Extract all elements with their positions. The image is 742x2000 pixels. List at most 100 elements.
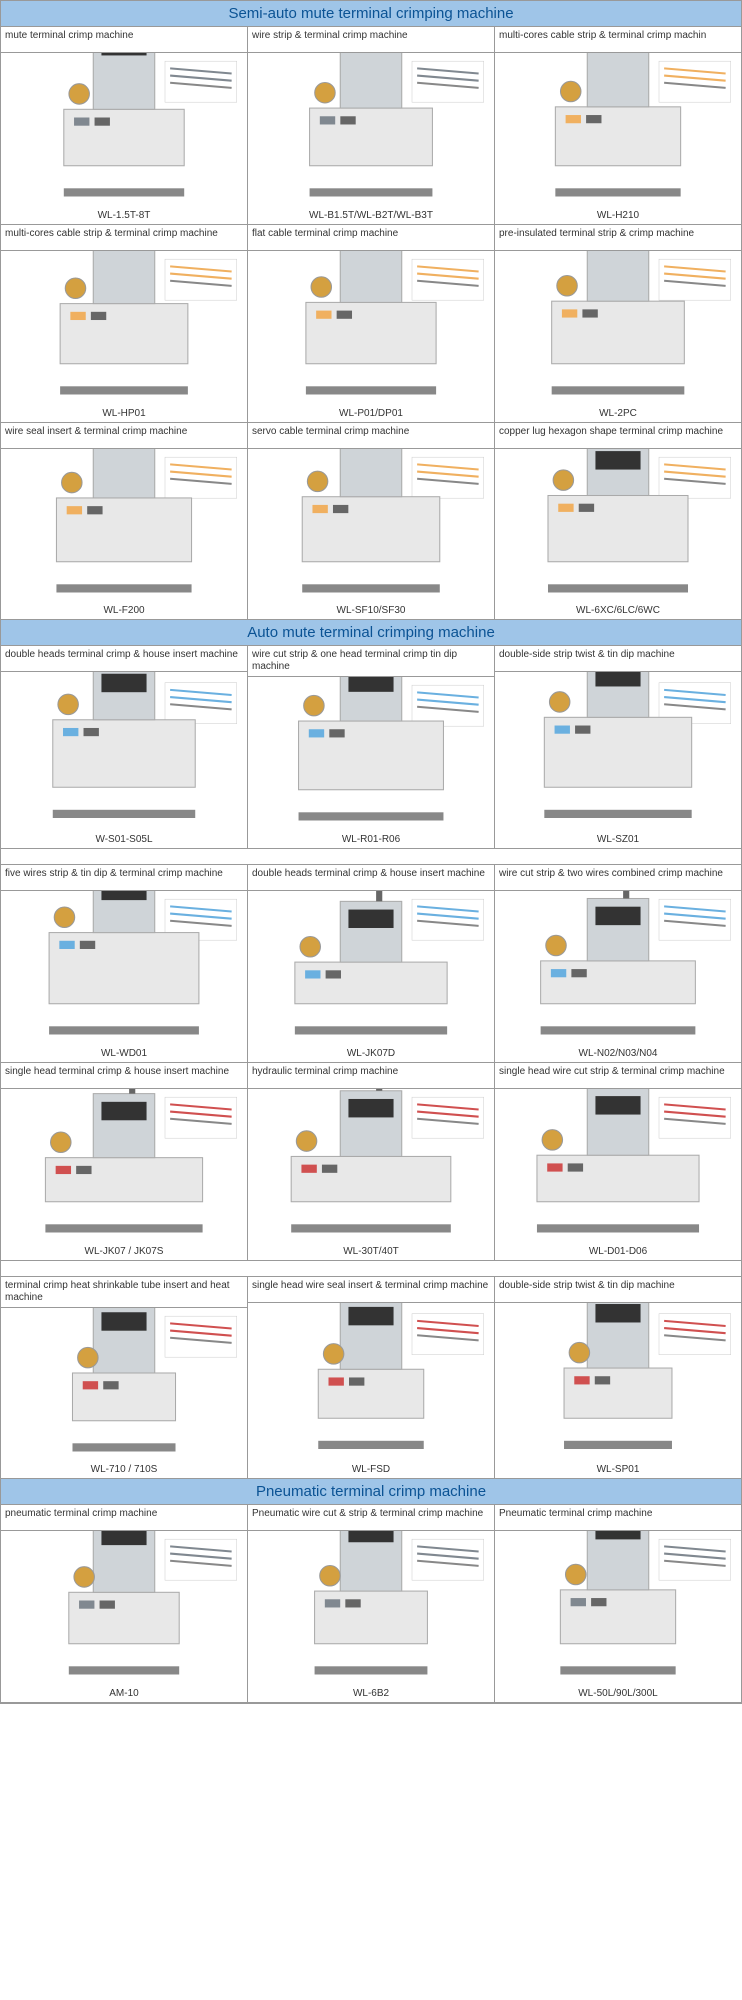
product-cell[interactable]: single head wire cut strip & terminal cr…	[495, 1063, 741, 1261]
product-image-wrap	[1, 1089, 247, 1243]
product-image	[1, 1089, 247, 1243]
product-image	[248, 1303, 494, 1462]
product-cell[interactable]: single head terminal crimp & house inser…	[1, 1063, 248, 1261]
product-title: double-side strip twist & tin dip machin…	[495, 646, 741, 672]
product-model: WL-6B2	[248, 1685, 494, 1702]
product-title: hydraulic terminal crimp machine	[248, 1063, 494, 1089]
product-row: mute terminal crimp machine WL-1.5T-8T w…	[1, 27, 741, 225]
product-model: WL-WD01	[1, 1045, 247, 1062]
product-row: five wires strip & tin dip & terminal cr…	[1, 865, 741, 1063]
product-cell[interactable]: multi-cores cable strip & terminal crimp…	[495, 27, 741, 225]
product-image-wrap	[248, 53, 494, 207]
product-image	[1, 1308, 247, 1462]
product-image-wrap	[1, 53, 247, 207]
product-title: multi-cores cable strip & terminal crimp…	[495, 27, 741, 53]
product-catalog: Semi-auto mute terminal crimping machine…	[0, 0, 742, 1704]
product-cell[interactable]: servo cable terminal crimp machine WL-SF…	[248, 423, 495, 621]
product-title: wire seal insert & terminal crimp machin…	[1, 423, 247, 449]
product-image	[1, 672, 247, 831]
section-gap	[1, 1261, 741, 1277]
product-image	[1, 53, 247, 207]
product-cell[interactable]: double heads terminal crimp & house inse…	[248, 865, 495, 1063]
product-row: pneumatic terminal crimp machine AM-10 P…	[1, 1505, 741, 1703]
product-image-wrap	[248, 677, 494, 831]
section-header: Pneumatic terminal crimp machine	[1, 1479, 741, 1505]
product-cell[interactable]: single head wire seal insert & terminal …	[248, 1277, 495, 1480]
product-title: servo cable terminal crimp machine	[248, 423, 494, 449]
product-model: WL-30T/40T	[248, 1243, 494, 1260]
product-image-wrap	[248, 891, 494, 1045]
product-image	[495, 1303, 741, 1462]
product-cell[interactable]: flat cable terminal crimp machine WL-P01…	[248, 225, 495, 423]
product-image	[495, 1089, 741, 1243]
product-cell[interactable]: double heads terminal crimp & house inse…	[1, 646, 248, 849]
product-image	[248, 449, 494, 603]
product-image-wrap	[1, 449, 247, 603]
product-cell[interactable]: five wires strip & tin dip & terminal cr…	[1, 865, 248, 1063]
product-title: wire cut strip & one head terminal crimp…	[248, 646, 494, 677]
product-image	[248, 251, 494, 405]
product-image	[1, 1531, 247, 1685]
product-image-wrap	[248, 1531, 494, 1685]
product-title: terminal crimp heat shrinkable tube inse…	[1, 1277, 247, 1308]
product-cell[interactable]: wire strip & terminal crimp machine WL-B…	[248, 27, 495, 225]
product-cell[interactable]: pneumatic terminal crimp machine AM-10	[1, 1505, 248, 1703]
product-image-wrap	[1, 891, 247, 1045]
product-image	[1, 891, 247, 1045]
product-title: wire cut strip & two wires combined crim…	[495, 865, 741, 891]
product-image-wrap	[495, 891, 741, 1045]
product-cell[interactable]: mute terminal crimp machine WL-1.5T-8T	[1, 27, 248, 225]
product-model: WL-6XC/6LC/6WC	[495, 602, 741, 619]
product-row: terminal crimp heat shrinkable tube inse…	[1, 1277, 741, 1480]
product-image-wrap	[1, 1308, 247, 1462]
product-image	[495, 672, 741, 831]
product-image-wrap	[495, 53, 741, 207]
product-title: five wires strip & tin dip & terminal cr…	[1, 865, 247, 891]
product-image	[248, 1089, 494, 1243]
section-header: Semi-auto mute terminal crimping machine	[1, 1, 741, 27]
product-model: WL-FSD	[248, 1461, 494, 1478]
product-title: wire strip & terminal crimp machine	[248, 27, 494, 53]
product-title: Pneumatic wire cut & strip & terminal cr…	[248, 1505, 494, 1531]
product-image	[1, 251, 247, 405]
product-title: single head wire seal insert & terminal …	[248, 1277, 494, 1303]
product-row: single head terminal crimp & house inser…	[1, 1063, 741, 1261]
product-cell[interactable]: double-side strip twist & tin dip machin…	[495, 646, 741, 849]
product-image-wrap	[495, 672, 741, 831]
product-cell[interactable]: copper lug hexagon shape terminal crimp …	[495, 423, 741, 621]
product-cell[interactable]: hydraulic terminal crimp machine WL-30T/…	[248, 1063, 495, 1261]
product-cell[interactable]: multi-cores cable strip & terminal crimp…	[1, 225, 248, 423]
product-image-wrap	[248, 1303, 494, 1462]
product-model: AM-10	[1, 1685, 247, 1702]
product-cell[interactable]: Pneumatic terminal crimp machine WL-50L/…	[495, 1505, 741, 1703]
product-cell[interactable]: double-side strip twist & tin dip machin…	[495, 1277, 741, 1480]
product-model: WL-N02/N03/N04	[495, 1045, 741, 1062]
product-image	[248, 677, 494, 831]
product-model: WL-SP01	[495, 1461, 741, 1478]
product-cell[interactable]: wire cut strip & two wires combined crim…	[495, 865, 741, 1063]
product-image-wrap	[248, 449, 494, 603]
product-title: mute terminal crimp machine	[1, 27, 247, 53]
product-image-wrap	[248, 1089, 494, 1243]
product-cell[interactable]: wire seal insert & terminal crimp machin…	[1, 423, 248, 621]
product-model: WL-P01/DP01	[248, 405, 494, 422]
product-image	[248, 891, 494, 1045]
product-row: double heads terminal crimp & house inse…	[1, 646, 741, 849]
product-title: copper lug hexagon shape terminal crimp …	[495, 423, 741, 449]
product-image	[495, 1531, 741, 1685]
product-row: wire seal insert & terminal crimp machin…	[1, 423, 741, 621]
product-cell[interactable]: wire cut strip & one head terminal crimp…	[248, 646, 495, 849]
product-image-wrap	[1, 672, 247, 831]
product-model: WL-50L/90L/300L	[495, 1685, 741, 1702]
product-image-wrap	[495, 449, 741, 603]
product-title: flat cable terminal crimp machine	[248, 225, 494, 251]
product-image	[495, 449, 741, 603]
product-model: WL-B1.5T/WL-B2T/WL-B3T	[248, 207, 494, 224]
product-row: multi-cores cable strip & terminal crimp…	[1, 225, 741, 423]
product-title: pre-insulated terminal strip & crimp mac…	[495, 225, 741, 251]
product-cell[interactable]: pre-insulated terminal strip & crimp mac…	[495, 225, 741, 423]
product-cell[interactable]: terminal crimp heat shrinkable tube inse…	[1, 1277, 248, 1480]
product-cell[interactable]: Pneumatic wire cut & strip & terminal cr…	[248, 1505, 495, 1703]
product-title: single head wire cut strip & terminal cr…	[495, 1063, 741, 1089]
product-image-wrap	[495, 251, 741, 405]
